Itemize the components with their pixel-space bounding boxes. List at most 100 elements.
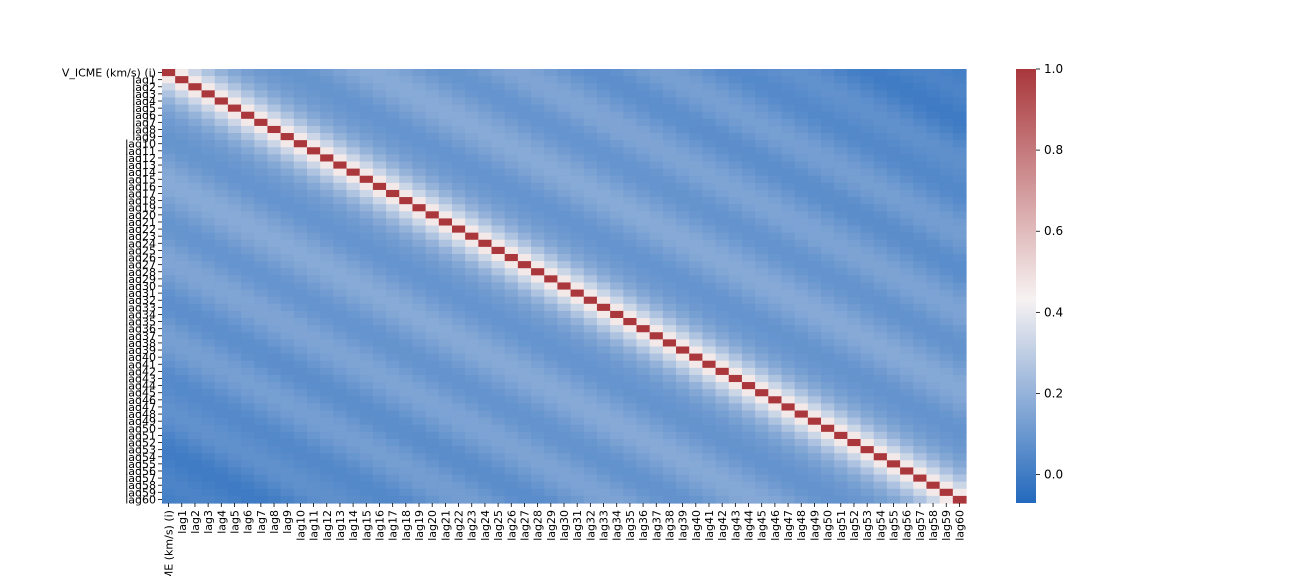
heatmap-cell xyxy=(544,246,559,255)
heatmap-cell xyxy=(847,410,862,419)
y-tick-label: lag25 xyxy=(125,244,156,257)
heatmap-cell xyxy=(465,374,479,383)
heatmap-cell xyxy=(847,460,862,469)
heatmap-cell xyxy=(873,111,888,120)
heatmap-cell xyxy=(913,310,928,319)
x-tick-label: lag60 xyxy=(953,510,966,541)
heatmap-cell xyxy=(162,360,176,369)
heatmap-cell xyxy=(570,125,585,134)
heatmap-cell xyxy=(741,204,756,212)
heatmap-cell xyxy=(913,346,928,355)
heatmap-cell xyxy=(715,460,730,469)
heatmap-cell xyxy=(372,275,387,284)
heatmap-cell xyxy=(531,154,545,163)
heatmap-cell xyxy=(346,332,361,340)
heatmap-cell xyxy=(412,83,427,91)
heatmap-cell xyxy=(333,125,348,134)
heatmap-cell xyxy=(939,438,954,447)
heatmap-cell xyxy=(886,168,901,177)
heatmap-cell xyxy=(254,332,269,340)
heatmap-cell xyxy=(333,111,348,120)
heatmap-cell xyxy=(926,318,941,326)
heatmap-cell xyxy=(531,218,545,227)
heatmap-cell xyxy=(807,182,822,191)
heatmap-cell xyxy=(517,474,532,483)
heatmap-cell xyxy=(451,396,466,404)
heatmap-cell xyxy=(702,154,717,163)
heatmap-cell xyxy=(438,140,453,148)
heatmap-cell xyxy=(201,175,216,184)
heatmap-cell xyxy=(438,168,453,177)
heatmap-cell xyxy=(517,438,532,447)
heatmap-cell xyxy=(794,396,809,404)
heatmap-cell xyxy=(636,253,651,262)
heatmap-cell xyxy=(320,488,334,497)
heatmap-cell xyxy=(491,104,506,113)
heatmap-cell xyxy=(162,246,176,255)
heatmap-cell xyxy=(821,268,835,276)
heatmap-cell xyxy=(227,325,242,333)
heatmap-cell xyxy=(926,481,941,490)
heatmap-cell xyxy=(689,382,703,390)
heatmap-cell xyxy=(557,83,572,91)
heatmap-cell xyxy=(610,261,624,269)
heatmap-cell xyxy=(781,303,796,312)
heatmap-cell xyxy=(280,346,295,355)
heatmap-cell xyxy=(926,296,941,305)
heatmap-cell xyxy=(399,282,414,291)
heatmap-cell xyxy=(306,246,321,255)
x-tick-label: lag51 xyxy=(835,510,848,541)
heatmap-cell xyxy=(741,182,756,191)
heatmap-cell xyxy=(834,197,848,205)
heatmap-cell xyxy=(741,460,756,469)
heatmap-cell xyxy=(346,438,361,447)
heatmap-cell xyxy=(280,325,295,333)
heatmap-cell xyxy=(596,495,611,504)
heatmap-cell xyxy=(939,389,954,397)
heatmap-cell xyxy=(438,431,453,440)
heatmap-cell xyxy=(478,453,493,461)
heatmap-cell xyxy=(873,339,888,348)
heatmap-cell xyxy=(346,389,361,397)
heatmap-cell xyxy=(175,268,189,276)
heatmap-cell xyxy=(412,111,427,120)
heatmap-cell xyxy=(636,104,651,113)
heatmap-cell xyxy=(293,374,308,383)
heatmap-cell xyxy=(478,189,493,198)
heatmap-cell xyxy=(333,246,348,255)
heatmap-cell xyxy=(346,282,361,291)
heatmap-cell xyxy=(372,396,387,404)
heatmap-cell xyxy=(267,289,282,298)
heatmap-cell xyxy=(333,161,348,170)
heatmap-cell xyxy=(306,453,321,461)
heatmap-cell xyxy=(834,275,848,284)
heatmap-cell xyxy=(610,211,624,220)
heatmap-cell xyxy=(372,289,387,298)
heatmap-cell xyxy=(241,310,255,319)
heatmap-cell xyxy=(596,453,611,461)
heatmap-cell xyxy=(386,296,400,305)
heatmap-cell xyxy=(386,346,400,355)
heatmap-cell xyxy=(781,111,796,120)
y-tick-label: lag56 xyxy=(125,465,156,478)
heatmap-cell xyxy=(557,438,572,447)
heatmap-cell xyxy=(359,246,374,255)
heatmap-cell xyxy=(372,253,387,262)
heatmap-cell xyxy=(715,438,730,447)
heatmap-cell xyxy=(952,374,967,383)
heatmap-cell xyxy=(886,488,901,497)
heatmap-cell xyxy=(623,488,638,497)
x-tick-label: lag55 xyxy=(888,510,901,541)
heatmap-cell xyxy=(913,382,928,390)
heatmap-cell xyxy=(438,396,453,404)
heatmap-cell xyxy=(596,268,611,276)
heatmap-cell xyxy=(280,410,295,419)
heatmap-cell xyxy=(807,367,822,376)
heatmap-cell xyxy=(689,261,703,269)
heatmap-cell xyxy=(689,232,703,241)
heatmap-cell xyxy=(873,90,888,99)
heatmap-cell xyxy=(952,318,967,326)
heatmap-cell xyxy=(623,481,638,490)
heatmap-cell xyxy=(689,104,703,113)
heatmap-cell xyxy=(451,168,466,177)
